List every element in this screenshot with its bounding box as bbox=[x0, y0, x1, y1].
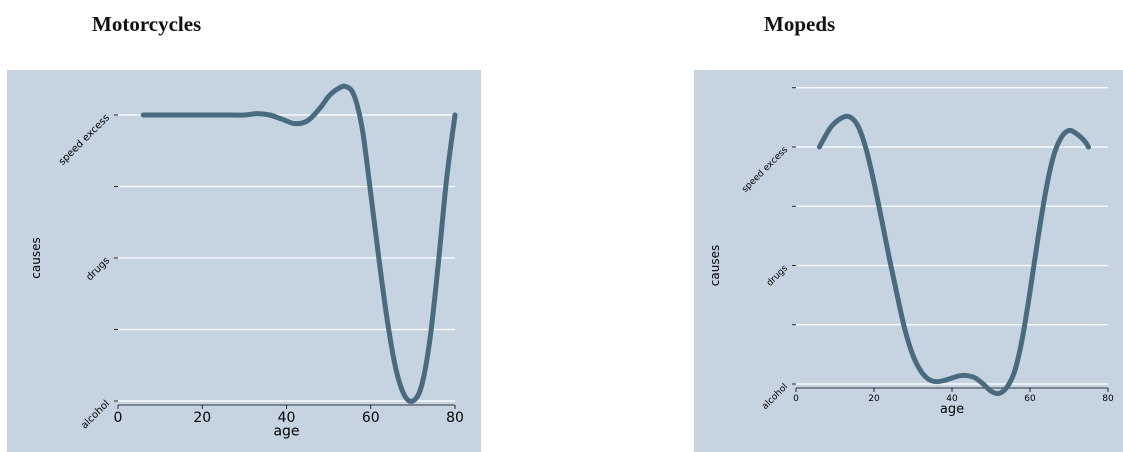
x-tick-label: 80 bbox=[446, 410, 464, 426]
x-tick-label: 60 bbox=[362, 410, 380, 426]
x-tick-label: 60 bbox=[1024, 394, 1036, 404]
x-tick-label: 0 bbox=[114, 410, 123, 426]
x-tick-label: 20 bbox=[868, 394, 880, 404]
y-tick-label: drugs bbox=[765, 263, 790, 288]
x-tick-label: 80 bbox=[1102, 394, 1114, 404]
series-line bbox=[816, 113, 1091, 397]
chart-title: Mopeds bbox=[764, 12, 836, 36]
y-axis-label: causes bbox=[29, 237, 43, 278]
y-tick-label: speed excess bbox=[740, 145, 790, 195]
series-line bbox=[140, 83, 458, 404]
x-axis-label: age bbox=[940, 402, 964, 417]
chart-motorcycles-panel: Motorcycles alcohol drugs speed excess 0 20 4… bbox=[0, 0, 490, 452]
x-axis-label: age bbox=[273, 423, 299, 439]
x-tick-label: 20 bbox=[193, 410, 211, 426]
x-tick-label: 40 bbox=[278, 410, 296, 426]
chart-title: Motorcycles bbox=[92, 12, 202, 36]
plot-background bbox=[694, 70, 1123, 452]
x-tick-label: 0 bbox=[793, 394, 799, 404]
plot-background bbox=[7, 70, 481, 452]
y-axis-label: causes bbox=[708, 245, 722, 286]
x-tick-label: 40 bbox=[946, 394, 958, 404]
y-tick-label: alcohol bbox=[760, 382, 790, 412]
